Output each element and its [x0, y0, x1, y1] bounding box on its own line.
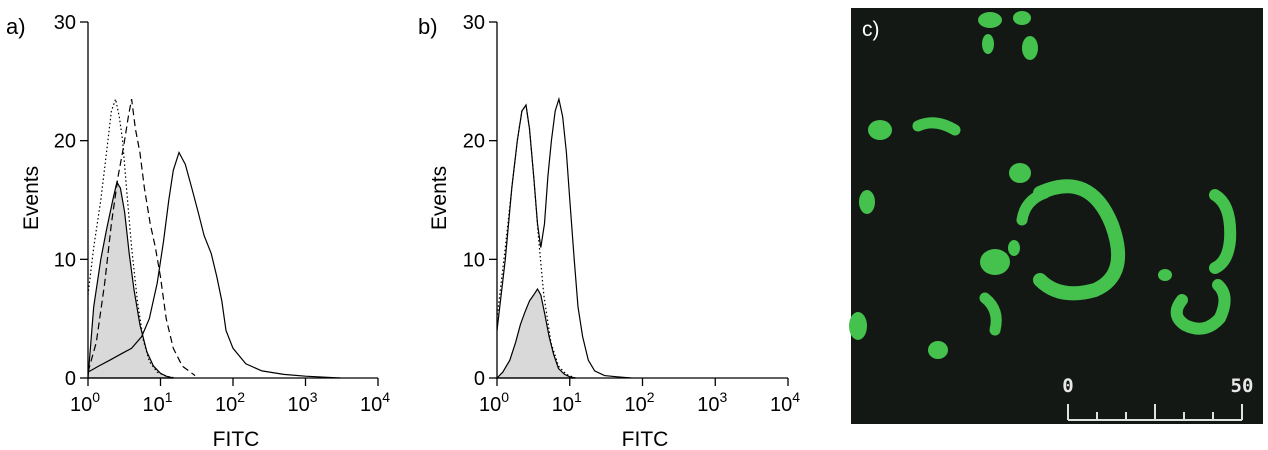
plot-area-b: 0 10 20 30 100 101 102 103 104 — [463, 12, 800, 416]
histogram-panel-b: b) Events FITC 0 10 20 30 100 101 102 103 104 — [418, 12, 800, 450]
histogram-panel-a: a) Events FITC 0 10 20 30 100 101 102 103 104 — [6, 12, 390, 450]
x-tick-label-b: 102 — [624, 389, 654, 416]
cell-spot — [1022, 36, 1038, 60]
plot-area-a: 0 10 20 30 100 101 102 103 104 — [54, 12, 390, 416]
cell-spot — [980, 249, 1010, 275]
y-tick-label-a: 10 — [54, 249, 76, 271]
x-tick-label-a: 101 — [142, 389, 172, 416]
y-axis-label-a: Events — [20, 166, 43, 230]
series-dotted-a — [87, 96, 176, 379]
micrograph-panel-c: c) 0 50 — [849, 8, 1263, 424]
x-tick-label-b: 101 — [552, 389, 582, 416]
scale-bar-end-label: 50 — [1231, 375, 1254, 397]
cell-spot — [1158, 269, 1172, 281]
scale-bar: 0 50 — [1062, 375, 1254, 421]
x-tick-label-a: 102 — [215, 389, 245, 416]
y-axis-label-b: Events — [428, 166, 451, 230]
y-tick-label-a: 20 — [54, 131, 76, 153]
series-filled-a — [87, 180, 174, 379]
series-filled-b — [495, 287, 576, 379]
panel-label-b: b) — [418, 14, 438, 39]
series-solid-a — [87, 150, 341, 379]
cell-spot — [912, 117, 961, 136]
cell-spot — [1013, 11, 1031, 25]
cell-ring — [1209, 189, 1237, 274]
x-tick-label-b: 100 — [479, 389, 509, 416]
x-tick-label-b: 104 — [770, 389, 800, 416]
cell-spot — [868, 120, 892, 140]
y-tick-label-a: 0 — [65, 368, 76, 390]
cell-spot — [978, 12, 1002, 28]
series-solid-b — [496, 96, 632, 379]
cell-spot — [1009, 163, 1031, 183]
cell-spot — [849, 312, 867, 340]
cell-ring — [1170, 279, 1231, 335]
cell-ring — [1016, 187, 1051, 226]
x-tick-label-a: 104 — [360, 389, 390, 416]
x-tick-label-b: 103 — [697, 389, 727, 416]
x-tick-label-a: 100 — [70, 389, 100, 416]
x-axis-label-a: FITC — [213, 428, 260, 450]
cell-spot — [982, 34, 994, 54]
panel-label-c: c) — [862, 18, 880, 41]
scale-bar-start-label: 0 — [1062, 375, 1073, 397]
y-tick-label-b: 10 — [463, 249, 485, 271]
y-tick-label-a: 30 — [54, 12, 76, 34]
panel-label-a: a) — [6, 14, 26, 39]
fluorescent-cells — [849, 11, 1237, 359]
x-tick-label-a: 103 — [287, 389, 317, 416]
y-tick-label-b: 0 — [474, 368, 485, 390]
micrograph-image — [851, 8, 1263, 424]
y-tick-label-b: 20 — [463, 131, 485, 153]
cell-spot — [859, 190, 875, 214]
cell-spot — [1008, 240, 1020, 256]
cell-spot — [928, 341, 948, 359]
cell-spot — [979, 292, 1002, 336]
x-axis-label-b: FITC — [622, 428, 669, 450]
y-tick-label-b: 30 — [463, 12, 485, 34]
cell-ring — [1033, 179, 1126, 301]
